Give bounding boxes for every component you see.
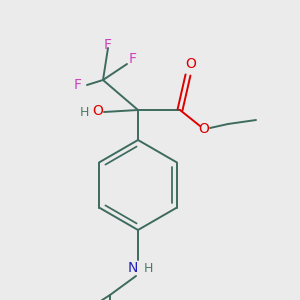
Text: O: O xyxy=(93,104,104,118)
Text: F: F xyxy=(129,52,137,66)
Text: H: H xyxy=(143,262,153,275)
Text: O: O xyxy=(199,122,209,136)
Text: F: F xyxy=(74,78,82,92)
Text: N: N xyxy=(128,261,138,275)
Text: H: H xyxy=(79,106,89,119)
Text: O: O xyxy=(186,57,196,71)
Text: F: F xyxy=(104,38,112,52)
